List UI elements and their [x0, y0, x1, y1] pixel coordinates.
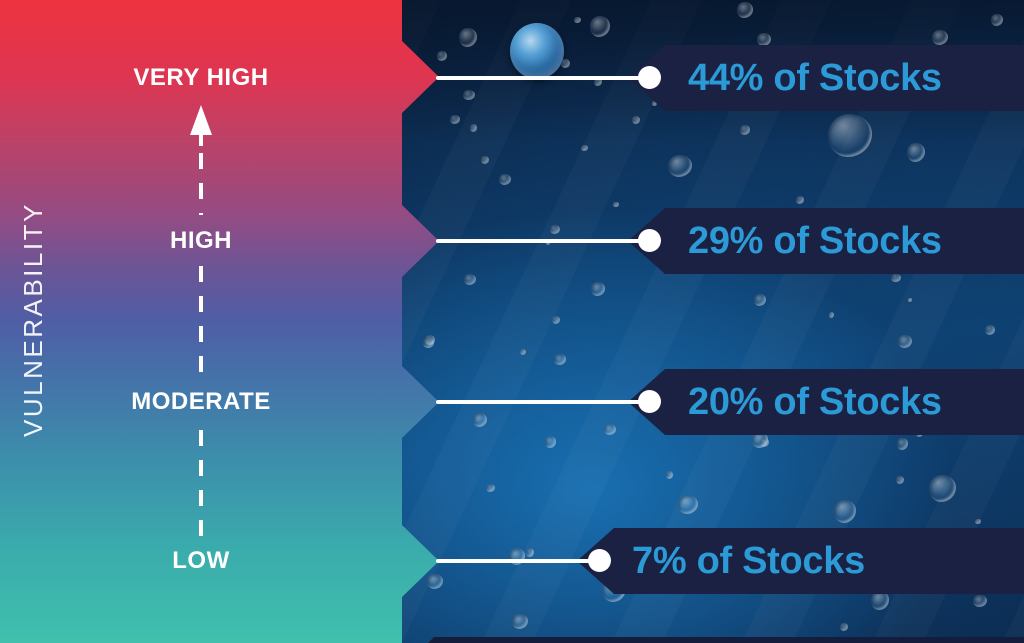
water-bubble	[510, 23, 564, 79]
water-droplet	[891, 273, 901, 283]
stat-value-high: 29% of Stocks	[688, 220, 942, 262]
arrow-dash-segment	[199, 430, 203, 537]
water-droplet	[834, 500, 856, 523]
water-droplet	[796, 196, 804, 204]
water-droplet	[985, 325, 995, 335]
water-droplet	[473, 413, 487, 427]
water-droplet	[469, 123, 478, 132]
water-droplet	[486, 484, 496, 492]
water-droplet	[580, 144, 588, 152]
water-droplet	[668, 155, 692, 177]
level-label-low: LOW	[172, 547, 230, 574]
arrow-dash-segment	[199, 153, 203, 215]
water-droplet	[519, 348, 526, 355]
water-droplet	[757, 33, 771, 46]
water-droplet	[613, 201, 619, 208]
y-axis-title: VULNERABILITY	[18, 202, 48, 438]
water-droplet	[550, 225, 560, 235]
water-droplet	[545, 436, 557, 448]
connector-line-low	[436, 559, 600, 563]
water-droplet	[594, 78, 603, 86]
arrow-stem	[199, 133, 203, 146]
water-droplet	[590, 16, 610, 37]
water-droplet	[574, 16, 581, 23]
arrow-dash-segment	[199, 266, 203, 374]
water-droplet	[896, 476, 904, 484]
water-droplet	[828, 311, 835, 318]
level-label-moderate: MODERATE	[131, 388, 271, 415]
water-droplet	[427, 574, 443, 589]
water-droplet	[973, 595, 987, 608]
water-droplet	[871, 591, 889, 610]
water-droplet	[897, 438, 909, 450]
water-droplet	[459, 28, 477, 48]
water-droplet	[754, 294, 766, 306]
water-droplet	[740, 125, 750, 135]
partial-banner-bottom-edge	[428, 637, 1024, 643]
water-droplet	[436, 50, 448, 61]
water-droplet	[425, 335, 435, 345]
water-droplet	[499, 174, 511, 185]
connector-dot-moderate	[638, 390, 661, 413]
water-droplet	[632, 116, 640, 125]
water-droplet	[907, 297, 913, 302]
water-droplet	[561, 58, 570, 68]
water-droplet	[554, 354, 566, 365]
water-droplet	[975, 518, 981, 525]
water-droplet	[525, 548, 535, 558]
stat-value-moderate: 20% of Stocks	[688, 381, 942, 423]
water-droplet	[678, 495, 698, 514]
connector-dot-very-high	[638, 66, 661, 89]
arrow-up-icon	[190, 105, 212, 135]
water-droplet	[991, 14, 1003, 26]
water-droplet	[591, 282, 605, 296]
water-droplet	[840, 623, 848, 631]
vulnerability-axis-panel	[0, 0, 439, 643]
water-droplet	[450, 115, 460, 124]
water-droplet	[898, 335, 912, 349]
stat-value-low: 7% of Stocks	[632, 540, 865, 582]
connector-dot-low	[588, 549, 611, 572]
water-droplet	[480, 155, 490, 165]
connector-line-high	[436, 239, 650, 243]
stat-value-very-high: 44% of Stocks	[688, 57, 942, 99]
level-label-high: HIGH	[170, 227, 232, 254]
water-droplet	[737, 2, 753, 18]
connector-line-moderate	[436, 400, 650, 404]
stat-banner-very-high: 44% of Stocks	[628, 45, 1024, 111]
stat-banner-high: 29% of Stocks	[628, 208, 1024, 274]
water-droplet	[604, 424, 616, 435]
water-droplet	[759, 438, 770, 448]
connector-dot-high	[638, 229, 661, 252]
water-droplet	[752, 432, 768, 448]
water-droplet	[907, 143, 925, 163]
water-droplet	[665, 471, 674, 479]
water-droplet	[464, 274, 476, 285]
water-droplet	[463, 89, 475, 101]
stat-banner-moderate: 20% of Stocks	[628, 369, 1024, 435]
water-droplet	[423, 338, 434, 349]
water-droplet	[932, 30, 948, 46]
water-droplet	[928, 474, 956, 502]
level-label-very-high: VERY HIGH	[133, 64, 269, 91]
water-droplet	[652, 101, 658, 107]
connector-line-very-high	[436, 76, 650, 80]
stat-banner-low: 7% of Stocks	[577, 528, 1024, 594]
water-droplet	[552, 316, 560, 324]
water-droplet	[828, 114, 872, 157]
water-droplet	[512, 614, 528, 630]
